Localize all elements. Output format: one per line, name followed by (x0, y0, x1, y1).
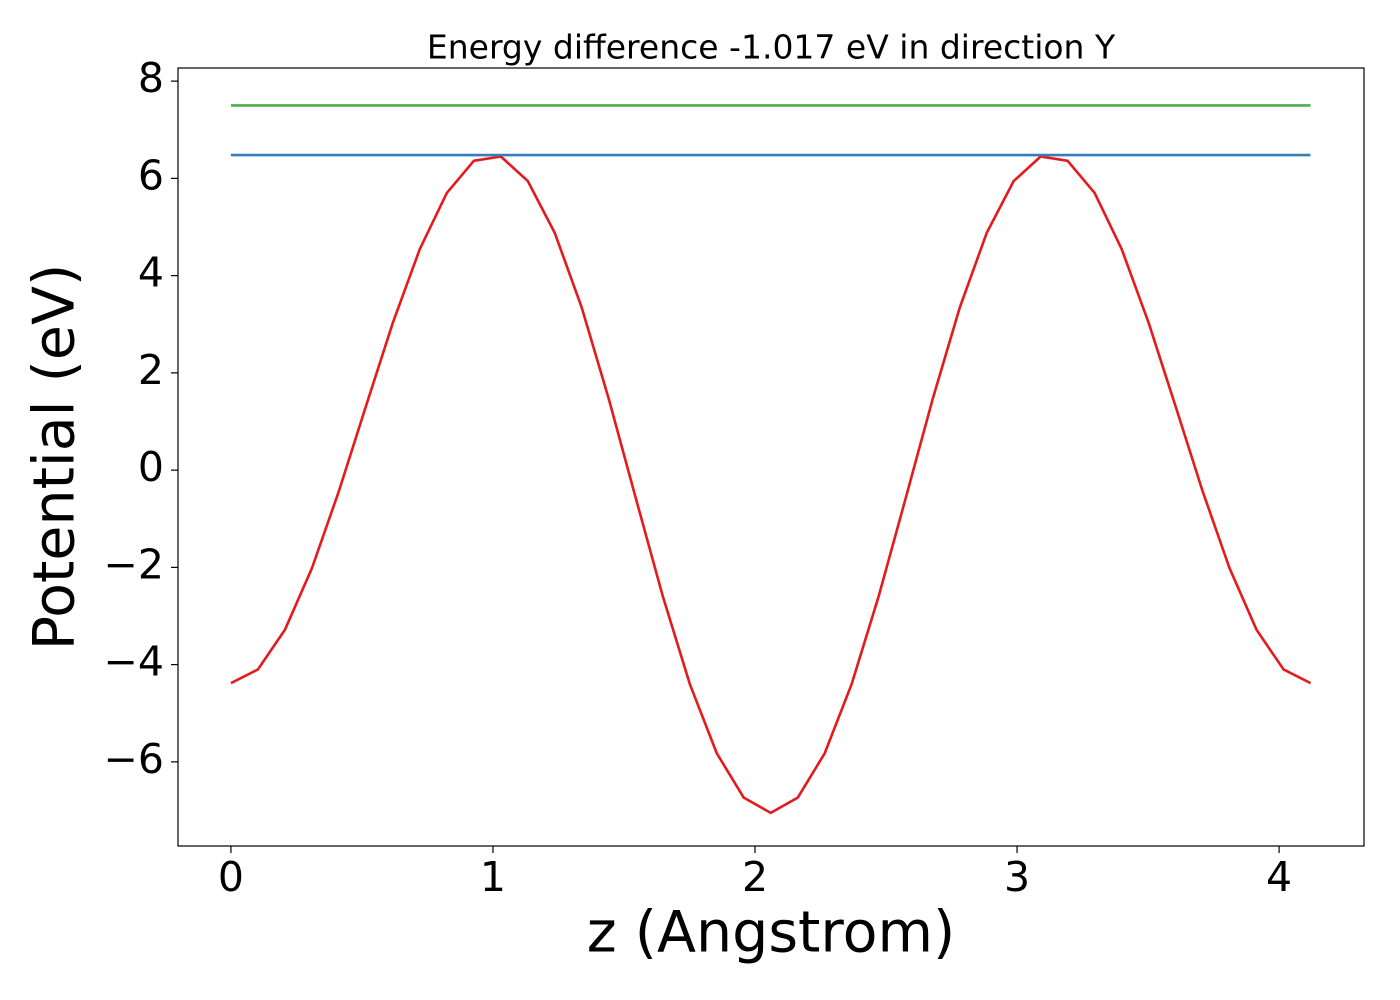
y-tick-label: −6 (104, 735, 164, 783)
y-tick-label: 0 (138, 443, 164, 491)
x-tick-label: 1 (480, 853, 506, 901)
line (230, 155, 1312, 815)
x-tick-label: 0 (218, 853, 244, 901)
y-tick-label: −2 (104, 540, 164, 588)
y-axis-label: Potential (eV) (22, 264, 88, 650)
x-tick-label: 4 (1266, 853, 1292, 901)
y-tick-label: 8 (138, 54, 164, 102)
x-tick-label: 2 (742, 853, 768, 901)
y-tick-label: −4 (104, 638, 164, 686)
chart-title: Energy difference -1.017 eV in direction… (427, 28, 1116, 67)
y-tick-label: 4 (138, 249, 164, 297)
y-tick-label: 2 (138, 346, 164, 394)
y-tick-label: 6 (138, 151, 164, 199)
x-axis-label: z (Angstrom) (587, 900, 955, 966)
x-tick-label: 3 (1004, 853, 1030, 901)
plot-frame (177, 67, 1365, 847)
